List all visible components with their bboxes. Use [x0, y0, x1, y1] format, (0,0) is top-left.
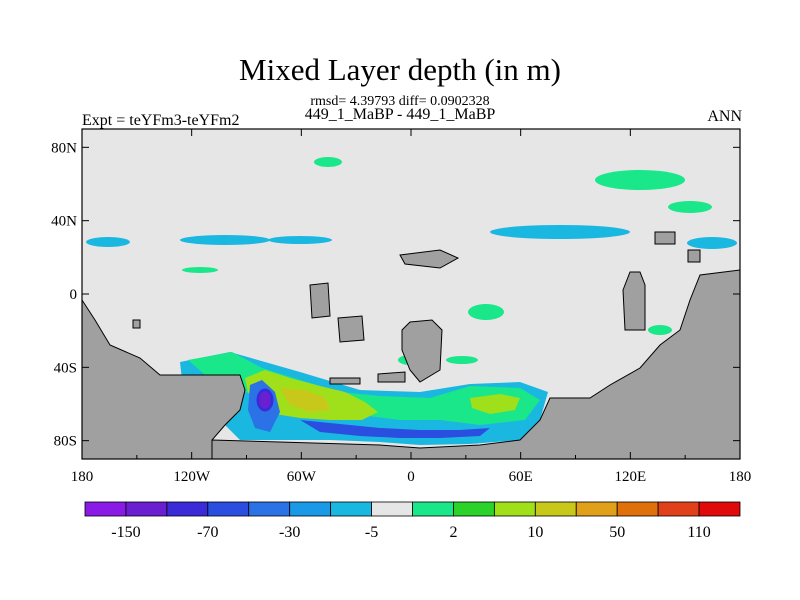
- colorbar-box: [575, 501, 618, 517]
- land-island-3: [399, 249, 460, 269]
- field-patch-nh-2: [595, 170, 685, 190]
- lon-tick-label: 60W: [287, 469, 317, 485]
- lat-tick-label: 80S: [54, 434, 77, 450]
- map-title: Mixed Layer depth (in m): [239, 52, 561, 87]
- lon-tick-label: 120E: [614, 469, 646, 485]
- colorbar-label: 2: [449, 524, 457, 541]
- lon-tick-label: 120W: [173, 469, 211, 485]
- field-patch-eq-2: [182, 267, 218, 273]
- field-lime-patch-east: [470, 394, 520, 414]
- colorbar-box: [371, 501, 413, 517]
- colorbar-label: -150: [111, 524, 140, 541]
- colorbar-box: [412, 501, 454, 517]
- land-island-7: [132, 319, 141, 329]
- colorbar-label: 110: [687, 524, 710, 541]
- land-island-8: [687, 249, 701, 263]
- colorbar-labels: -150 -70 -30 -5 2 10 50 110: [111, 524, 710, 541]
- colorbar-box: [534, 501, 577, 517]
- land-antarctica: [211, 269, 740, 459]
- field-blue-streak: [300, 420, 490, 438]
- field-patch-nh-8: [687, 237, 737, 249]
- colorbar-box: [616, 501, 659, 517]
- field-yellow-patch: [280, 388, 330, 412]
- colorbar-label: -30: [279, 524, 300, 541]
- land-island-6: [377, 371, 406, 383]
- latitude-axis: 80N 40N 0 40S 80S: [51, 140, 740, 450]
- lon-tick-label: 0: [407, 469, 415, 485]
- land-island-2: [337, 315, 365, 343]
- colorbar-label: 50: [609, 524, 625, 541]
- colorbar-box: [207, 501, 250, 517]
- subtitle: 449_1_MaBP - 449_1_MaBP: [304, 106, 496, 123]
- field-patch-nh-7: [490, 225, 630, 239]
- field-patch-nh-5: [180, 235, 270, 245]
- field-patch-eq-4: [648, 325, 672, 335]
- longitude-axis: 180 120W 60W 0 60E 120E 180: [71, 129, 752, 485]
- field-deep-negative-spot: [256, 388, 274, 412]
- land-island-1: [309, 282, 331, 319]
- colorbar-label: -5: [365, 524, 378, 541]
- colorbar-box: [84, 501, 127, 517]
- colorbar-box: [330, 501, 372, 517]
- lat-tick-label: 40N: [51, 214, 77, 230]
- lon-tick-label: 180: [729, 469, 752, 485]
- field-patch-nh-1: [314, 157, 342, 167]
- field-patch-eq-3: [446, 356, 478, 364]
- lat-tick-label: 80N: [51, 140, 77, 156]
- land-island-5: [329, 377, 361, 385]
- colorbar-box: [289, 501, 332, 517]
- season-label: ANN: [707, 108, 742, 125]
- land-africa: [401, 319, 443, 383]
- field-patch-nh-6: [268, 236, 332, 244]
- lon-tick-label: 180: [71, 469, 94, 485]
- colorbar-box: [657, 501, 700, 517]
- field-patch-nh-4: [86, 237, 130, 247]
- lat-tick-label: 0: [70, 287, 78, 303]
- colorbar-box: [698, 501, 741, 517]
- colorbar-label: -70: [197, 524, 218, 541]
- colorbar-box: [453, 501, 495, 517]
- colorbar-box: [248, 501, 291, 517]
- land-island-4: [654, 231, 676, 245]
- lon-tick-label: 60E: [509, 469, 533, 485]
- field-patch-nh-3: [668, 201, 712, 213]
- colorbar-box: [493, 501, 536, 517]
- field-band-south-green: [188, 352, 540, 425]
- experiment-label: Expt = teYFm3-teYFm2: [82, 112, 240, 129]
- stats-line: rmsd= 4.39793 diff= 0.0902328: [310, 94, 490, 109]
- colorbar: [84, 501, 741, 517]
- colorbar-label: 10: [527, 524, 543, 541]
- land-australia: [622, 271, 646, 331]
- colorbar-box: [166, 501, 209, 517]
- field-patch-eq-1: [468, 304, 504, 320]
- colorbar-box: [125, 501, 168, 517]
- lat-tick-label: 40S: [54, 360, 77, 376]
- map-field: [82, 157, 740, 459]
